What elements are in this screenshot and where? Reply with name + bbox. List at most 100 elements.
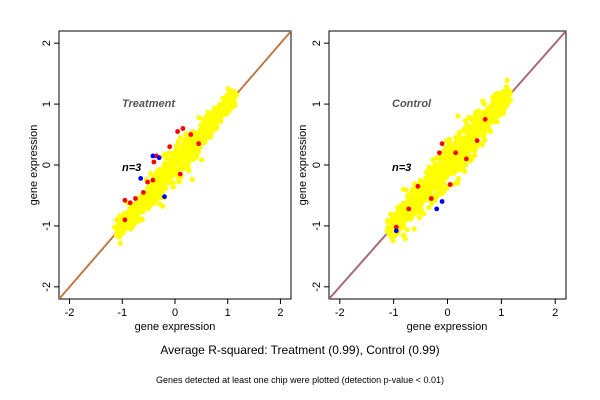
outlier-point [196, 141, 202, 147]
data-point [161, 152, 167, 158]
data-point [210, 110, 216, 116]
data-point [389, 234, 395, 240]
data-point [475, 108, 481, 114]
x-tick-label: -2 [335, 307, 345, 319]
data-point [496, 102, 502, 108]
data-point [417, 177, 423, 183]
data-point [404, 227, 410, 233]
x-tick-label: 1 [225, 307, 231, 319]
r-squared-summary: Average R-squared: Treatment (0.99), Con… [160, 343, 440, 357]
outlier-point [393, 224, 399, 230]
data-point [183, 160, 189, 166]
data-point [114, 228, 120, 235]
data-point [121, 211, 127, 217]
data-point [455, 180, 461, 186]
data-point [224, 94, 230, 100]
data-point [195, 149, 201, 155]
data-point [472, 121, 479, 127]
outlier-point [133, 196, 138, 201]
data-point [176, 166, 182, 172]
data-point [196, 115, 202, 121]
data-point [494, 119, 500, 125]
data-point [128, 218, 134, 225]
data-point [414, 190, 420, 196]
data-point [178, 144, 184, 150]
data-point [442, 172, 448, 178]
data-point [230, 102, 236, 108]
data-point [457, 140, 463, 146]
data-point [435, 165, 441, 171]
data-point [455, 176, 461, 182]
data-point [445, 169, 451, 175]
data-point [400, 232, 406, 238]
data-point [490, 104, 496, 110]
data-point [462, 168, 468, 174]
data-point [135, 218, 141, 224]
data-point [228, 97, 234, 103]
outlier-point [167, 144, 173, 150]
data-point [187, 139, 194, 145]
data-point [472, 148, 478, 154]
outlier-point [150, 153, 156, 159]
data-point [389, 219, 395, 225]
data-point [504, 77, 510, 83]
data-point [145, 205, 151, 211]
data-point [160, 166, 166, 172]
data-point [182, 153, 188, 159]
y-tick-label: -2 [311, 282, 323, 292]
outlier-point [188, 132, 194, 137]
x-tick-label: -2 [65, 307, 75, 319]
outlier-point [180, 126, 186, 131]
x-tick-label: 2 [277, 307, 283, 319]
data-point [175, 139, 181, 145]
data-point [194, 132, 200, 138]
x-tick-label: 0 [444, 307, 450, 319]
data-point [200, 116, 206, 123]
data-point [425, 171, 431, 177]
data-point [438, 158, 444, 164]
data-point [393, 211, 400, 217]
data-point [230, 93, 236, 99]
data-point [199, 125, 205, 131]
data-point [393, 216, 399, 222]
data-point [225, 86, 231, 92]
data-point [207, 134, 214, 140]
data-point [502, 94, 508, 100]
data-point [433, 177, 439, 183]
data-point [414, 195, 420, 201]
data-point [463, 162, 469, 168]
data-point [165, 176, 171, 182]
data-point [421, 193, 427, 199]
data-point [189, 155, 195, 161]
data-point [176, 179, 182, 185]
outlier-point [453, 150, 458, 156]
data-point [168, 162, 174, 168]
data-point [183, 131, 189, 137]
data-point [482, 130, 488, 136]
outlier-point [428, 196, 434, 201]
data-point [459, 135, 465, 141]
data-point [132, 209, 138, 215]
data-point [121, 221, 127, 227]
data-point [426, 164, 432, 170]
data-point [201, 139, 207, 145]
outlier-point [437, 150, 442, 156]
y-axis-label: gene expression [297, 125, 309, 206]
data-point [493, 97, 499, 103]
data-point [477, 113, 483, 119]
x-tick-label: -1 [117, 307, 127, 319]
data-point [467, 138, 474, 144]
data-point [163, 169, 169, 175]
data-point [401, 221, 407, 227]
x-tick-label: -1 [389, 307, 399, 319]
data-point [451, 170, 457, 176]
data-point [400, 186, 406, 192]
data-point [464, 121, 470, 128]
data-point [212, 117, 218, 124]
sample-count-label: n=3 [392, 162, 411, 174]
outlier-point [474, 138, 480, 144]
y-tick-label: 2 [41, 40, 53, 46]
data-point [412, 207, 418, 214]
data-point [155, 183, 161, 189]
